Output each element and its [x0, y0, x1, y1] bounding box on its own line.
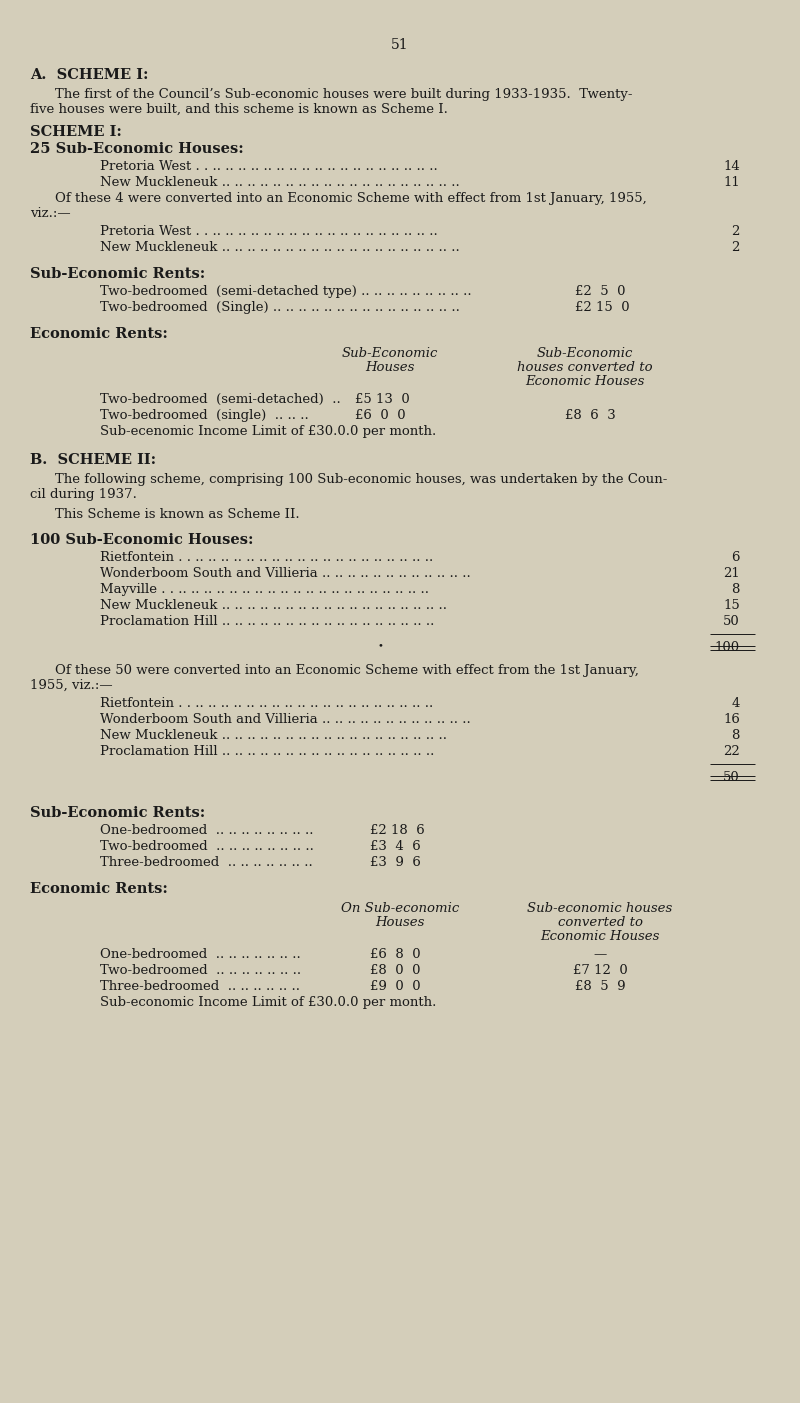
Text: —: — [594, 948, 606, 961]
Text: Two-bedroomed  (Single) .. .. .. .. .. .. .. .. .. .. .. .. .. .. ..: Two-bedroomed (Single) .. .. .. .. .. ..… [100, 302, 460, 314]
Text: Sub-Economic Rents:: Sub-Economic Rents: [30, 805, 206, 819]
Text: 16: 16 [723, 713, 740, 725]
Text: Mayville . . .. .. .. .. .. .. .. .. .. .. .. .. .. .. .. .. .. .. .. ..: Mayville . . .. .. .. .. .. .. .. .. .. … [100, 584, 429, 596]
Text: 100 Sub-Economic Houses:: 100 Sub-Economic Houses: [30, 533, 254, 547]
Text: £9  0  0: £9 0 0 [370, 981, 421, 993]
Text: five houses were built, and this scheme is known as Scheme I.: five houses were built, and this scheme … [30, 102, 448, 116]
Text: Proclamation Hill .. .. .. .. .. .. .. .. .. .. .. .. .. .. .. .. ..: Proclamation Hill .. .. .. .. .. .. .. .… [100, 615, 434, 629]
Text: Pretoria West . . .. .. .. .. .. .. .. .. .. .. .. .. .. .. .. .. .. ..: Pretoria West . . .. .. .. .. .. .. .. .… [100, 160, 438, 173]
Text: £3  9  6: £3 9 6 [370, 856, 421, 868]
Text: Sub-Economic Rents:: Sub-Economic Rents: [30, 267, 206, 281]
Text: B.  SCHEME II:: B. SCHEME II: [30, 453, 156, 467]
Text: converted to: converted to [558, 916, 642, 929]
Text: Two-bedroomed  (semi-detached)  ..: Two-bedroomed (semi-detached) .. [100, 393, 341, 405]
Text: New Muckleneuk .. .. .. .. .. .. .. .. .. .. .. .. .. .. .. .. .. ..: New Muckleneuk .. .. .. .. .. .. .. .. .… [100, 730, 447, 742]
Text: £8  0  0: £8 0 0 [370, 964, 421, 976]
Text: 100: 100 [715, 641, 740, 654]
Text: 2: 2 [732, 224, 740, 239]
Text: Wonderboom South and Villieria .. .. .. .. .. .. .. .. .. .. .. ..: Wonderboom South and Villieria .. .. .. … [100, 713, 470, 725]
Text: New Muckleneuk .. .. .. .. .. .. .. .. .. .. .. .. .. .. .. .. .. ..: New Muckleneuk .. .. .. .. .. .. .. .. .… [100, 599, 447, 612]
Text: Of these 50 were converted into an Economic Scheme with effect from the 1st Janu: Of these 50 were converted into an Econo… [55, 664, 639, 678]
Text: Houses: Houses [375, 916, 425, 929]
Text: 50: 50 [723, 615, 740, 629]
Text: 50: 50 [723, 772, 740, 784]
Text: 51: 51 [391, 38, 409, 52]
Text: Sub-ecenomic Income Limit of £30.0.0 per month.: Sub-ecenomic Income Limit of £30.0.0 per… [100, 425, 436, 438]
Text: 22: 22 [723, 745, 740, 758]
Text: 8: 8 [732, 730, 740, 742]
Text: £2 18  6: £2 18 6 [370, 824, 425, 838]
Text: Pretoria West . . .. .. .. .. .. .. .. .. .. .. .. .. .. .. .. .. .. ..: Pretoria West . . .. .. .. .. .. .. .. .… [100, 224, 438, 239]
Text: New Muckleneuk .. .. .. .. .. .. .. .. .. .. .. .. .. .. .. .. .. .. ..: New Muckleneuk .. .. .. .. .. .. .. .. .… [100, 175, 460, 189]
Text: Economic Houses: Economic Houses [540, 930, 660, 943]
Text: Economic Rents:: Economic Rents: [30, 327, 168, 341]
Text: New Muckleneuk .. .. .. .. .. .. .. .. .. .. .. .. .. .. .. .. .. .. ..: New Muckleneuk .. .. .. .. .. .. .. .. .… [100, 241, 460, 254]
Text: Sub-Economic: Sub-Economic [342, 347, 438, 361]
Text: This Scheme is known as Scheme II.: This Scheme is known as Scheme II. [55, 508, 300, 521]
Text: Of these 4 were converted into an Economic Scheme with effect from 1st January, : Of these 4 were converted into an Econom… [55, 192, 646, 205]
Text: One-bedroomed  .. .. .. .. .. .. .. ..: One-bedroomed .. .. .. .. .. .. .. .. [100, 824, 314, 838]
Text: cil during 1937.: cil during 1937. [30, 488, 137, 501]
Text: Three-bedroomed  .. .. .. .. .. ..: Three-bedroomed .. .. .. .. .. .. [100, 981, 300, 993]
Text: Two-bedroomed  (single)  .. .. ..: Two-bedroomed (single) .. .. .. [100, 410, 309, 422]
Text: The following scheme, comprising 100 Sub-economic houses, was undertaken by the : The following scheme, comprising 100 Sub… [55, 473, 667, 485]
Text: SCHEME I:: SCHEME I: [30, 125, 122, 139]
Text: Two-bedroomed  .. .. .. .. .. .. ..: Two-bedroomed .. .. .. .. .. .. .. [100, 964, 301, 976]
Text: 2: 2 [732, 241, 740, 254]
Text: Proclamation Hill .. .. .. .. .. .. .. .. .. .. .. .. .. .. .. .. ..: Proclamation Hill .. .. .. .. .. .. .. .… [100, 745, 434, 758]
Text: Houses: Houses [366, 361, 414, 375]
Text: Economic Rents:: Economic Rents: [30, 882, 168, 897]
Text: 25 Sub-Economic Houses:: 25 Sub-Economic Houses: [30, 142, 244, 156]
Text: £3  4  6: £3 4 6 [370, 840, 421, 853]
Text: £8  5  9: £8 5 9 [574, 981, 626, 993]
Text: Wonderboom South and Villieria .. .. .. .. .. .. .. .. .. .. .. ..: Wonderboom South and Villieria .. .. .. … [100, 567, 470, 579]
Text: Economic Houses: Economic Houses [526, 375, 645, 389]
Text: 1955, viz.:—: 1955, viz.:— [30, 679, 113, 692]
Text: The first of the Council’s Sub-economic houses were built during 1933-1935.  Twe: The first of the Council’s Sub-economic … [55, 88, 633, 101]
Text: One-bedroomed  .. .. .. .. .. .. ..: One-bedroomed .. .. .. .. .. .. .. [100, 948, 301, 961]
Text: houses converted to: houses converted to [517, 361, 653, 375]
Text: £2 15  0: £2 15 0 [575, 302, 630, 314]
Text: £6  8  0: £6 8 0 [370, 948, 421, 961]
Text: A.  SCHEME I:: A. SCHEME I: [30, 67, 149, 81]
Text: 21: 21 [723, 567, 740, 579]
Text: Rietfontein . . .. .. .. .. .. .. .. .. .. .. .. .. .. .. .. .. .. .. ..: Rietfontein . . .. .. .. .. .. .. .. .. … [100, 551, 434, 564]
Text: Sub-Economic: Sub-Economic [537, 347, 633, 361]
Text: £7 12  0: £7 12 0 [573, 964, 627, 976]
Text: 4: 4 [732, 697, 740, 710]
Text: Three-bedroomed  .. .. .. .. .. .. ..: Three-bedroomed .. .. .. .. .. .. .. [100, 856, 313, 868]
Text: 15: 15 [723, 599, 740, 612]
Text: viz.:—: viz.:— [30, 208, 70, 220]
Text: 11: 11 [723, 175, 740, 189]
Text: Sub-economic Income Limit of £30.0.0 per month.: Sub-economic Income Limit of £30.0.0 per… [100, 996, 436, 1009]
Text: £8  6  3: £8 6 3 [565, 410, 615, 422]
Text: On Sub-economic: On Sub-economic [341, 902, 459, 915]
Text: Rietfontein . . .. .. .. .. .. .. .. .. .. .. .. .. .. .. .. .. .. .. ..: Rietfontein . . .. .. .. .. .. .. .. .. … [100, 697, 434, 710]
Text: £5 13  0: £5 13 0 [355, 393, 410, 405]
Text: £6  0  0: £6 0 0 [355, 410, 406, 422]
Text: £2  5  0: £2 5 0 [575, 285, 626, 297]
Text: 6: 6 [731, 551, 740, 564]
Text: 14: 14 [723, 160, 740, 173]
Text: Two-bedroomed  (semi-detached type) .. .. .. .. .. .. .. .. ..: Two-bedroomed (semi-detached type) .. ..… [100, 285, 472, 297]
Text: •: • [377, 641, 383, 650]
Text: Two-bedroomed  .. .. .. .. .. .. .. ..: Two-bedroomed .. .. .. .. .. .. .. .. [100, 840, 314, 853]
Text: 8: 8 [732, 584, 740, 596]
Text: Sub-economic houses: Sub-economic houses [527, 902, 673, 915]
